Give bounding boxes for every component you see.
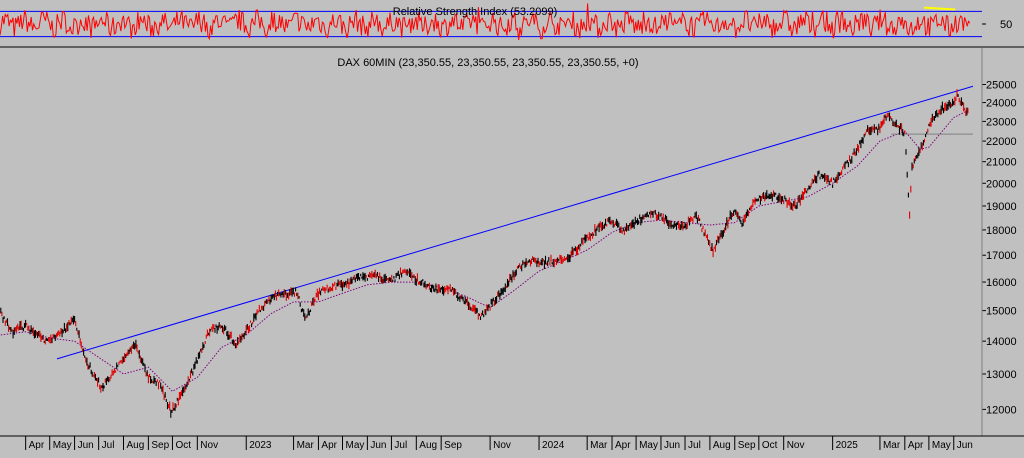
price-tick-label: 13000 bbox=[986, 369, 1017, 381]
price-tick-label: 23000 bbox=[986, 116, 1017, 128]
time-tick-label: Jul bbox=[394, 440, 407, 451]
time-tick-label: Oct bbox=[175, 440, 191, 451]
price-tick-label: 20000 bbox=[986, 178, 1017, 190]
price-y-axis: 12000 13000 14000 15000 16000 17000 18000 19000… bbox=[982, 79, 1017, 416]
rsi-title: Relative Strength Index (53.2099) bbox=[393, 6, 558, 18]
time-tick-label: 2025 bbox=[836, 440, 859, 451]
time-axis: Apr May Jun Jul Aug Sep Oct Nov 2023 Mar Apr May Jun… bbox=[0, 435, 1024, 453]
time-tick-label: Aug bbox=[419, 440, 437, 451]
price-series bbox=[0, 89, 969, 418]
time-tick-label: Sep bbox=[444, 440, 462, 451]
price-tick-label: 25000 bbox=[986, 79, 1017, 91]
time-tick-label: Aug bbox=[127, 440, 145, 451]
time-axis-ticks: Apr May Jun Jul Aug Sep Oct Nov 2023 Mar Apr May Jun… bbox=[25, 436, 973, 451]
rsi-series-line bbox=[0, 3, 971, 41]
time-tick-label: Apr bbox=[29, 440, 45, 451]
time-tick-label: Apr bbox=[321, 440, 337, 451]
time-tick-label: Jun bbox=[370, 440, 386, 451]
price-tick-label: 24000 bbox=[986, 98, 1017, 110]
time-tick-label: Aug bbox=[713, 440, 731, 451]
price-tick-label: 16000 bbox=[986, 277, 1017, 289]
time-tick-label: Apr bbox=[615, 440, 631, 451]
time-tick-label: Apr bbox=[908, 440, 924, 451]
price-tick-label: 21000 bbox=[986, 157, 1017, 169]
time-tick-label: May bbox=[932, 440, 951, 451]
time-tick-label: Nov bbox=[787, 440, 805, 451]
price-tick-label: 12000 bbox=[986, 404, 1017, 416]
time-axis-background bbox=[0, 436, 1024, 453]
time-tick-label: Jun bbox=[957, 440, 973, 451]
time-tick-label: Mar bbox=[590, 440, 608, 451]
rsi-tick-label: 50 bbox=[1000, 19, 1012, 31]
time-tick-label: 2024 bbox=[542, 440, 565, 451]
time-tick-label: Sep bbox=[151, 440, 169, 451]
time-tick-label: Oct bbox=[762, 440, 778, 451]
time-tick-label: Mar bbox=[883, 440, 901, 451]
time-tick-label: Jun bbox=[664, 440, 680, 451]
time-tick-label: Mar bbox=[297, 440, 315, 451]
time-tick-label: May bbox=[53, 440, 72, 451]
time-tick-label: Jul bbox=[102, 440, 115, 451]
price-tick-label: 22000 bbox=[986, 136, 1017, 148]
price-tick-label: 18000 bbox=[986, 225, 1017, 237]
time-tick-label: Nov bbox=[493, 440, 511, 451]
price-title: DAX 60MIN (23,350.55, 23,350.55, 23,350.… bbox=[337, 57, 638, 69]
time-tick-label: Nov bbox=[200, 440, 218, 451]
price-tick-label: 14000 bbox=[986, 336, 1017, 348]
time-tick-label: 2023 bbox=[249, 440, 272, 451]
price-panel: DAX 60MIN (23,350.55, 23,350.55, 23,350.… bbox=[0, 48, 1017, 436]
time-tick-label: Jun bbox=[78, 440, 94, 451]
price-tick-label: 19000 bbox=[986, 201, 1017, 213]
time-tick-label: Sep bbox=[738, 440, 756, 451]
rsi-highlight-segment bbox=[924, 6, 956, 11]
price-tick-label: 15000 bbox=[986, 306, 1017, 318]
rsi-panel: Relative Strength Index (53.2099) 50 bbox=[0, 3, 1024, 48]
trendline bbox=[56, 85, 974, 360]
price-overlays bbox=[0, 85, 974, 418]
time-tick-label: May bbox=[639, 440, 658, 451]
rsi-y-axis: 50 bbox=[982, 19, 1012, 31]
price-tick-label: 17000 bbox=[986, 250, 1017, 262]
time-tick-label: Jul bbox=[688, 440, 701, 451]
time-tick-label: May bbox=[346, 440, 365, 451]
